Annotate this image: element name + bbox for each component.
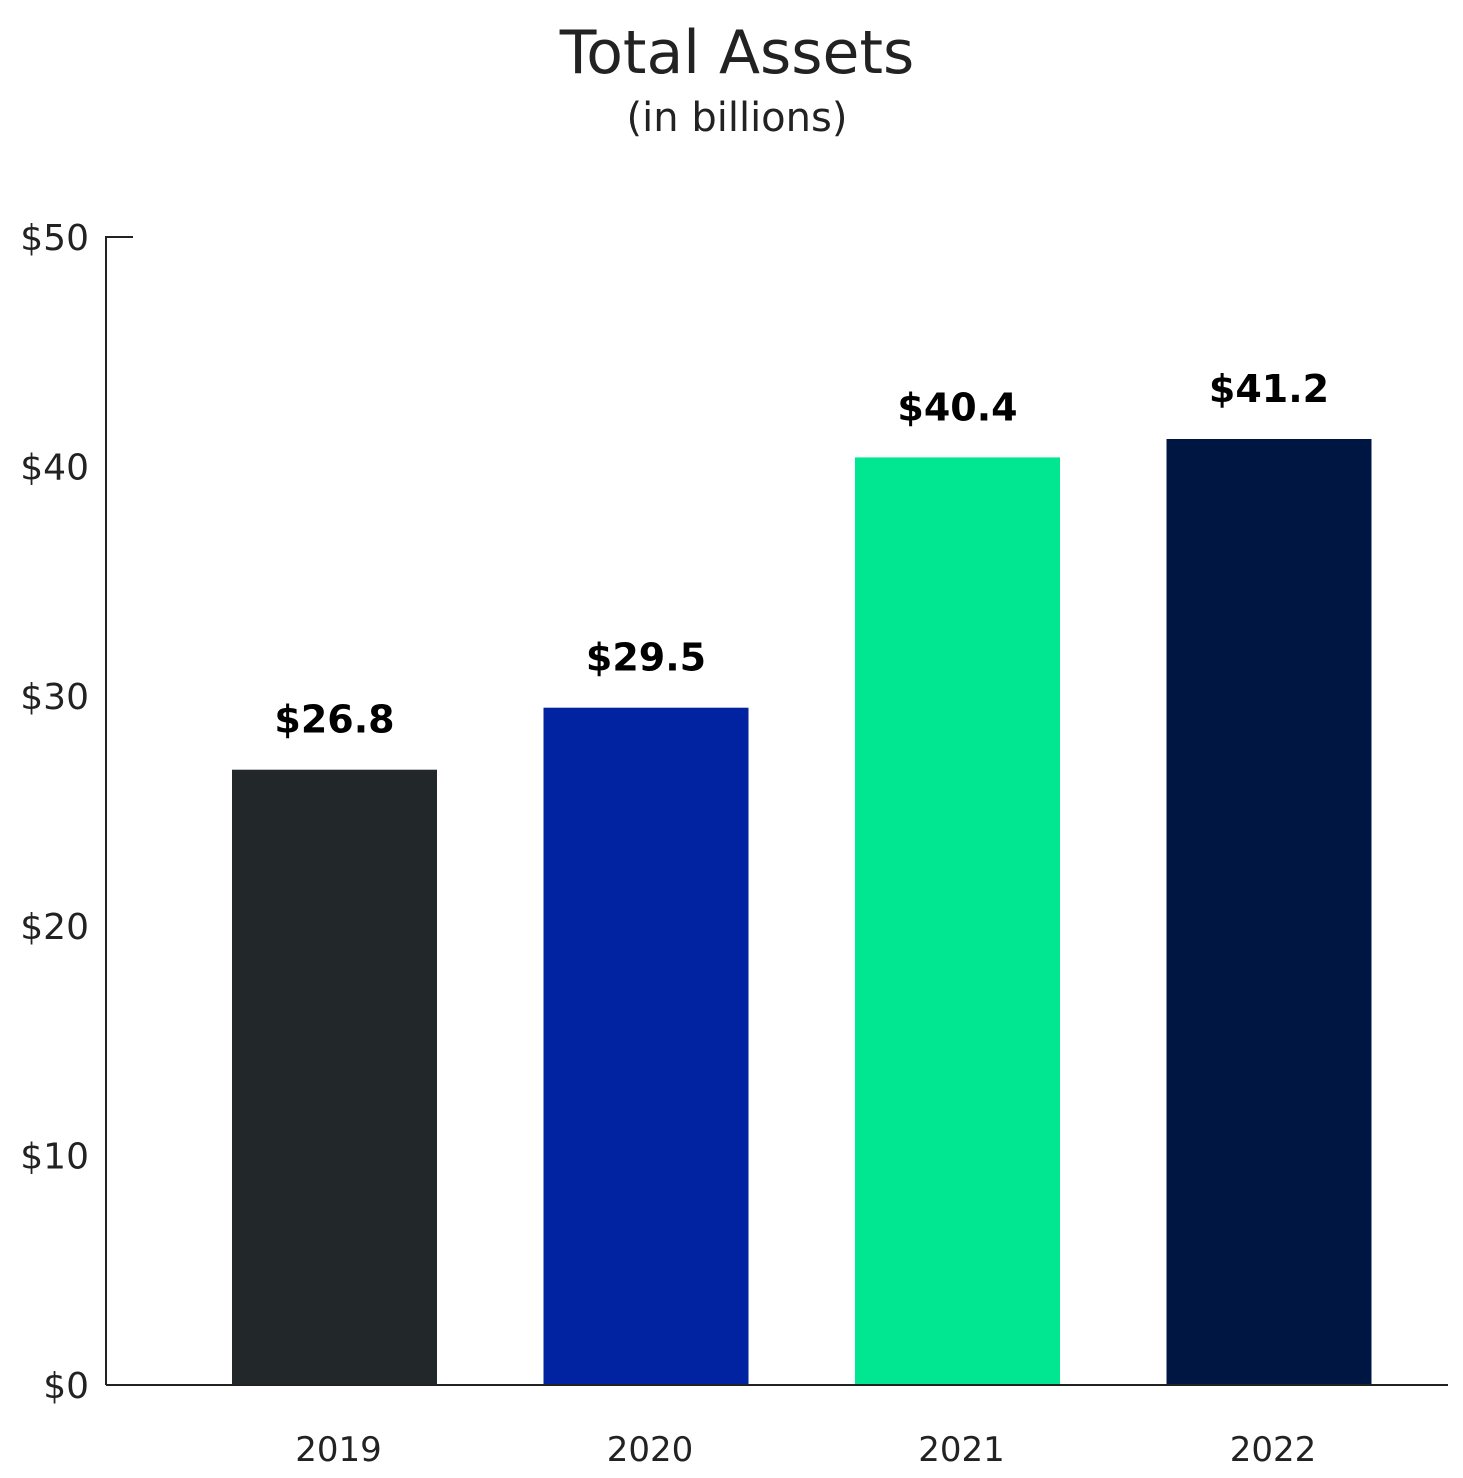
bar-series <box>232 439 1372 1385</box>
y-tick-20: $20 <box>20 907 89 948</box>
bar-2020 <box>543 707 749 1385</box>
x-tick-2021: 2021 <box>918 1430 1005 1470</box>
y-axis-line <box>105 236 133 1385</box>
bar-2021 <box>855 457 1060 1385</box>
data-label-2022: $41.2 <box>1209 367 1329 411</box>
data-labels: $26.8 $29.5 $40.4 $41.2 <box>274 367 1329 742</box>
y-tick-40: $40 <box>20 448 89 489</box>
y-tick-10: $10 <box>20 1136 89 1177</box>
y-tick-50: $50 <box>20 218 89 259</box>
x-tick-2020: 2020 <box>607 1430 694 1470</box>
x-tick-2022: 2022 <box>1230 1430 1317 1470</box>
data-label-2021: $40.4 <box>897 385 1017 429</box>
chart-title: Total Assets <box>559 18 914 88</box>
data-label-2020: $29.5 <box>586 636 706 680</box>
x-tick-2019: 2019 <box>295 1430 382 1470</box>
y-tick-30: $30 <box>20 677 89 718</box>
y-tick-0: $0 <box>43 1366 89 1407</box>
data-label-2019: $26.8 <box>274 698 394 742</box>
y-axis-tick-labels: $0 $10 $20 $30 $40 $50 <box>20 218 89 1407</box>
chart-subtitle: (in billions) <box>627 95 848 141</box>
x-axis-tick-labels: 2019 2020 2021 2022 <box>295 1430 1316 1470</box>
bar-2019 <box>232 769 437 1385</box>
bar-2022 <box>1166 439 1372 1385</box>
